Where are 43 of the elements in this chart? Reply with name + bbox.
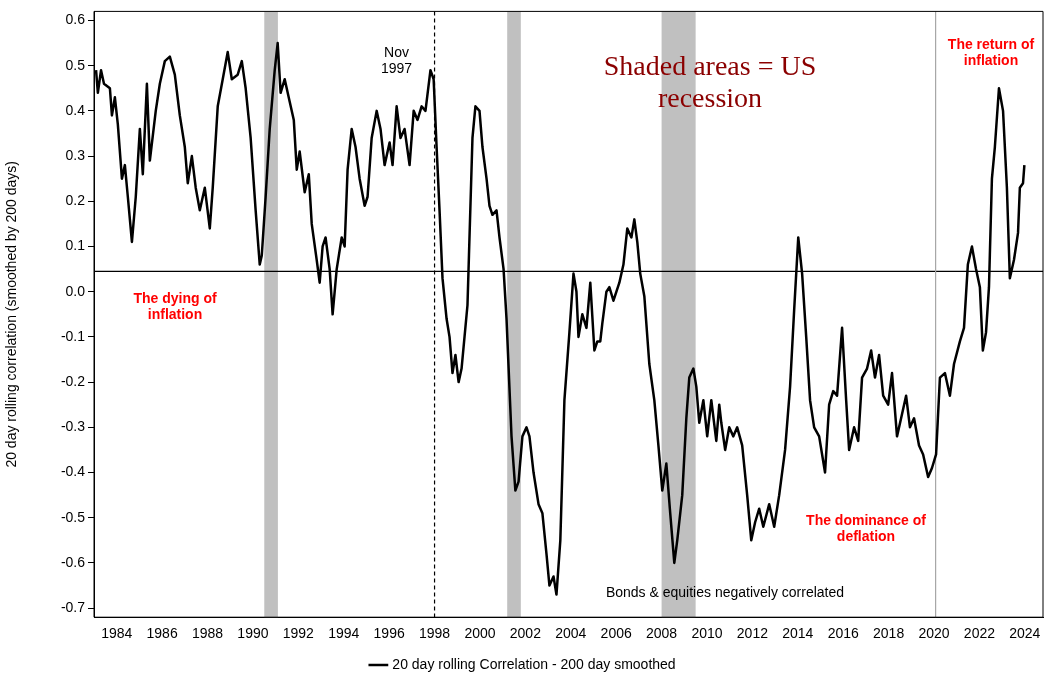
y-tick-label: 0.5: [65, 56, 86, 73]
annotation: Shaded areas = US recession: [602, 50, 818, 115]
x-tick-label: 2006: [600, 625, 632, 642]
x-tick-label: 1992: [282, 625, 315, 642]
x-tick-label: 2018: [873, 625, 905, 642]
y-tick-label: 0.4: [65, 101, 86, 118]
x-tick-label: 2016: [827, 625, 859, 642]
annotation: The return of inflation: [946, 36, 1036, 69]
x-tick-label: 1988: [191, 625, 224, 642]
y-tick-label: 0.3: [65, 146, 86, 163]
x-tick-label: 1996: [373, 625, 405, 642]
legend-label: 20 day rolling Correlation - 200 day smoothed: [392, 655, 676, 672]
ref-line-label: Nov 1997: [380, 44, 413, 77]
x-tick-label: 2022: [963, 625, 996, 642]
y-tick-label: -0.4: [60, 463, 86, 480]
y-tick-label: 0.0: [65, 282, 86, 299]
x-tick-label: 1990: [237, 625, 269, 642]
x-tick-label: 1998: [418, 625, 451, 642]
x-tick-label: 2008: [646, 625, 678, 642]
y-tick-label: -0.7: [60, 599, 86, 616]
x-tick-label: 2002: [509, 625, 542, 642]
y-tick-label: 0.6: [65, 11, 86, 28]
y-tick-label: -0.3: [60, 418, 86, 435]
x-tick-label: 1994: [328, 625, 360, 642]
annotation: The dying of inflation: [132, 290, 218, 323]
x-tick-label: 2014: [782, 625, 814, 642]
y-tick-label: -0.6: [60, 553, 86, 570]
y-tick-label: -0.1: [60, 327, 86, 344]
x-tick-label: 1984: [101, 625, 133, 642]
y-tick-label: 0.1: [65, 237, 86, 254]
annotation: Bonds & equities negatively correlated: [604, 584, 846, 601]
y-tick-label: -0.5: [60, 508, 86, 525]
y-axis-title: 20 day rolling correlation (smoothed by 200 days): [3, 160, 20, 468]
x-tick-label: 2012: [736, 625, 769, 642]
x-tick-label: 2010: [691, 625, 723, 642]
annotation: The dominance of deflation: [805, 512, 927, 545]
x-tick-label: 1986: [146, 625, 178, 642]
x-tick-label: 2004: [555, 625, 587, 642]
x-tick-label: 2000: [464, 625, 496, 642]
x-tick-label: 2024: [1009, 625, 1041, 642]
y-tick-label: -0.2: [60, 372, 86, 389]
x-tick-label: 2020: [918, 625, 950, 642]
y-tick-label: 0.2: [65, 192, 86, 209]
